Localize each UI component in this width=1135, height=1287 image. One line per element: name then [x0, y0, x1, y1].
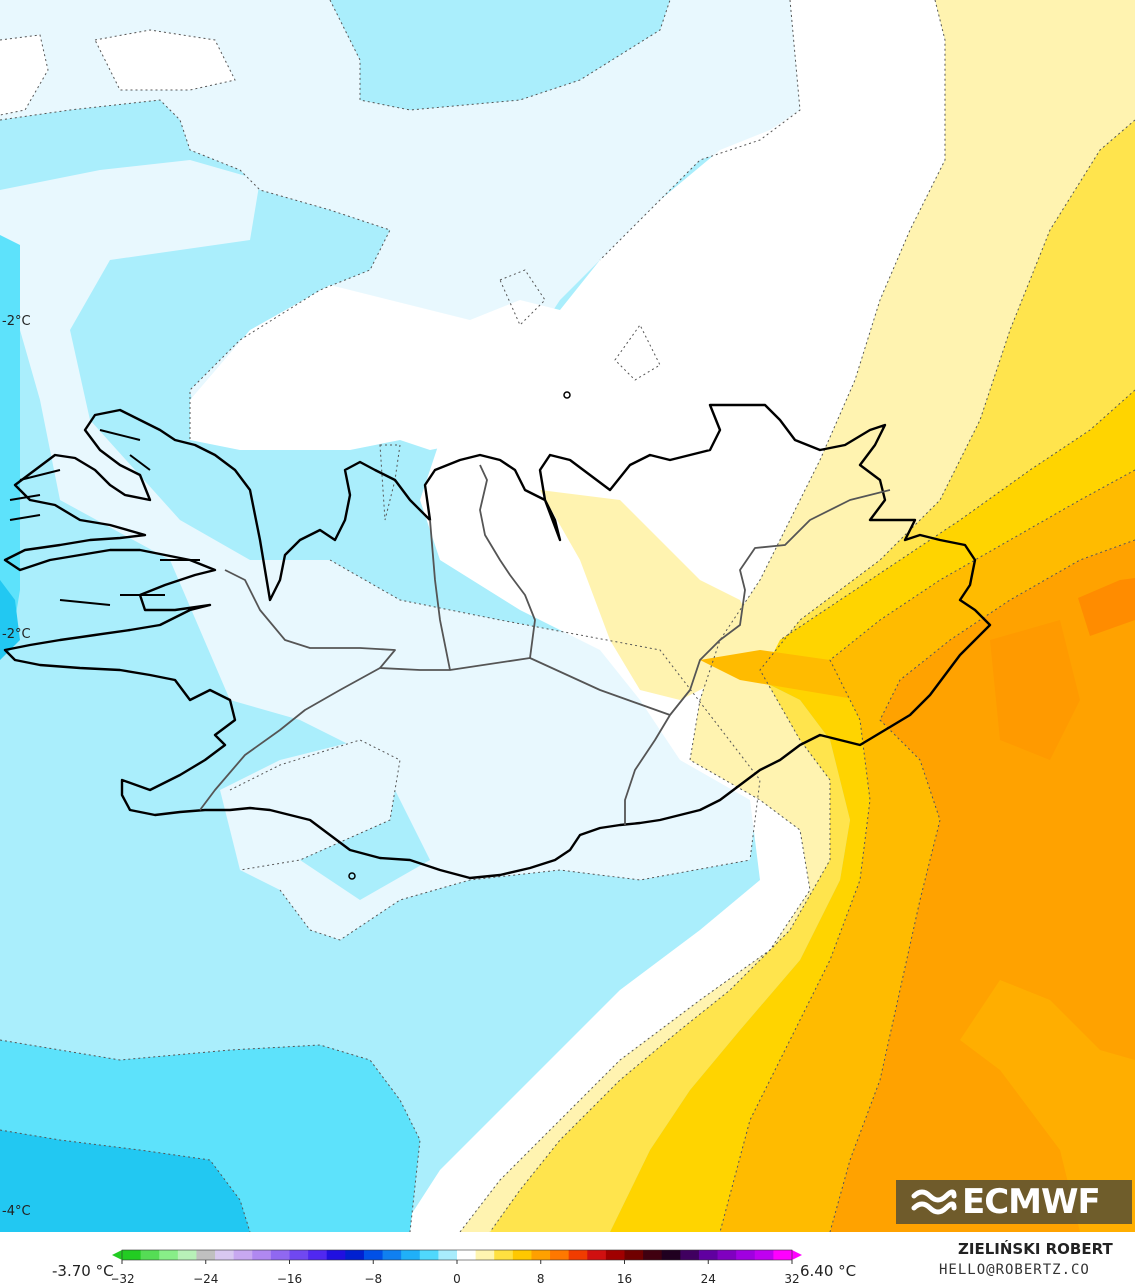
colorbar-swatch	[363, 1250, 384, 1260]
colorbar-swatch	[215, 1250, 235, 1260]
colorbar-swatch	[308, 1250, 328, 1260]
field-cyan-deep-sw	[0, 1130, 250, 1232]
colorbar-swatch	[680, 1250, 700, 1260]
westman-islands	[348, 872, 356, 880]
grimsey-island	[563, 391, 571, 399]
colorbar-swatch	[568, 1250, 588, 1260]
colorbar-swatch	[531, 1250, 551, 1260]
colorbar-swatch	[494, 1250, 514, 1260]
region-borders	[199, 464, 891, 825]
colorbar-tick-label: 8	[537, 1272, 545, 1286]
colorbar-swatch	[140, 1250, 160, 1260]
colorbar-swatch	[643, 1250, 663, 1260]
ecmwf-logo: ECMWF	[896, 1180, 1132, 1224]
contour-label: -4°C	[2, 1204, 31, 1219]
field-ice-north	[0, 0, 800, 440]
field-yellow	[490, 120, 1135, 1232]
colorbar-tick-label: 16	[617, 1272, 632, 1286]
contour-label: -2°C	[2, 627, 31, 642]
colorbar-swatch	[587, 1250, 607, 1260]
colorbar-swatch	[196, 1250, 216, 1260]
colorbar-swatch	[122, 1250, 142, 1260]
field-white-nw-1	[95, 30, 235, 90]
field-white-nw-2	[0, 35, 48, 115]
colorbar-tick-label: −16	[277, 1272, 302, 1286]
colorbar-swatch	[438, 1250, 458, 1260]
colorbar-swatch	[419, 1250, 439, 1260]
field-ice-band	[0, 160, 760, 940]
field-ice-north-sea	[330, 0, 670, 110]
ecmwf-logo-icon	[911, 1189, 957, 1215]
colorbar-swatch	[270, 1250, 290, 1260]
colorbar-tick-label: −24	[193, 1272, 218, 1286]
colorbar-swatch	[252, 1250, 272, 1260]
iceland-coastline	[3, 403, 992, 880]
colorbar-swatch	[717, 1250, 737, 1260]
colorbar-swatch	[624, 1250, 644, 1260]
field-pale-yellow-inland	[540, 490, 760, 700]
colorbar-swatch	[512, 1250, 532, 1260]
colorbar-swatch	[605, 1250, 625, 1260]
isotherm-lines	[0, 0, 1135, 1232]
temperature-map	[0, 0, 1135, 1232]
author-email: HELLO@ROBERTZ.CO	[939, 1262, 1090, 1278]
colorbar-swatch	[382, 1250, 402, 1260]
contour-label: -2°C	[2, 314, 31, 329]
field-orange-dark-2	[990, 620, 1080, 760]
colorbar-swatch	[289, 1250, 309, 1260]
colorbar-swatch	[326, 1250, 346, 1260]
colorbar-tick-label: −32	[112, 1272, 135, 1286]
ecmwf-logo-text: ECMWF	[962, 1182, 1101, 1222]
colorbar-swatch	[159, 1250, 179, 1260]
field-gold	[610, 390, 1135, 1232]
colorbar-tick-label: 0	[453, 1272, 461, 1286]
field-orange-light	[720, 470, 1135, 1232]
colorbar-swatch	[177, 1250, 197, 1260]
colorbar-swatch	[233, 1250, 253, 1260]
field-white-west	[190, 220, 700, 450]
colorbar-swatch	[401, 1250, 421, 1260]
westfjords-fjords	[9, 429, 200, 606]
colorbar-swatch	[773, 1250, 793, 1260]
temperature-colorbar: −32 −24 −16 −8 0 8 16 24 32	[112, 1249, 802, 1286]
colorbar-swatch	[457, 1250, 477, 1260]
colorbar-swatch	[475, 1250, 495, 1260]
colorbar-swatch	[736, 1250, 756, 1260]
colorbar-swatch	[661, 1250, 681, 1260]
legend-max-label: 6.40 °C	[800, 1262, 857, 1280]
field-orange-se	[960, 980, 1135, 1232]
colorbar-tick-label: 32	[784, 1272, 799, 1286]
colorbar-arrow-left	[112, 1250, 122, 1260]
colorbar-arrow-right	[792, 1250, 802, 1260]
colorbar-tick-label: −8	[364, 1272, 382, 1286]
colorbar-swatch	[754, 1250, 774, 1260]
author-credit: ZIELIŃSKI ROBERT	[958, 1240, 1113, 1258]
field-orange-light-tongue	[700, 650, 860, 700]
field-orange-dark	[1078, 578, 1135, 636]
field-cyan-deep-w	[0, 580, 20, 660]
legend-min-label: -3.70 °C	[52, 1262, 114, 1280]
colorbar-tick-label: 24	[701, 1272, 716, 1286]
colorbar-swatch	[345, 1250, 365, 1260]
colorbar-swatch	[698, 1250, 719, 1260]
field-pale-yellow	[460, 0, 1135, 1232]
colorbar-swatch	[550, 1250, 570, 1260]
